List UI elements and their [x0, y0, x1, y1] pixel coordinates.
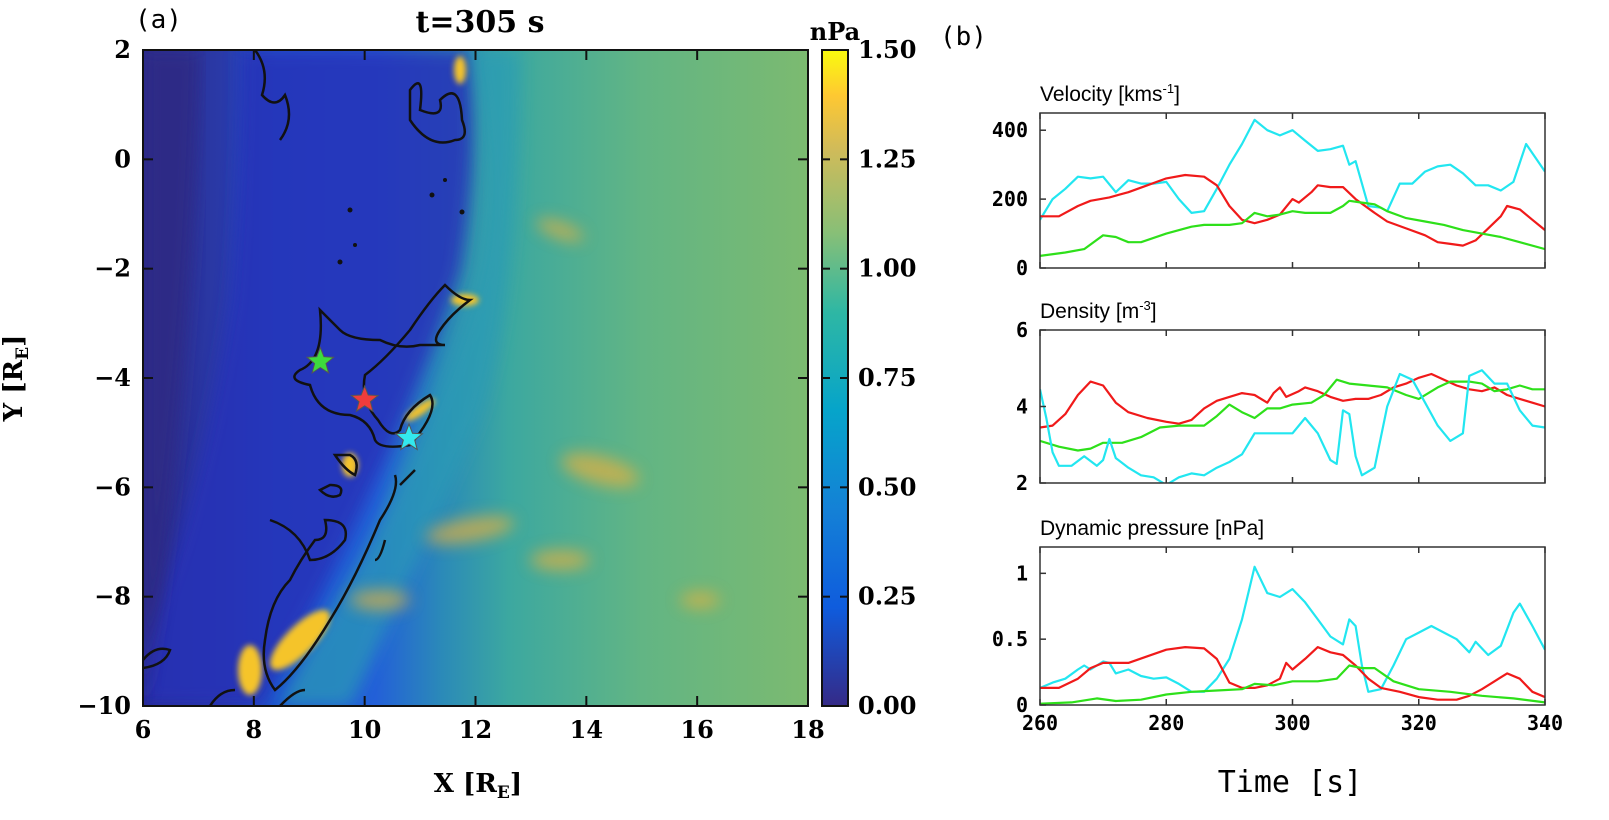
colorbar-tick-label: 1.25: [858, 144, 916, 173]
red-star-marker: [350, 384, 380, 413]
y-tick-label: 0: [1016, 256, 1028, 280]
x-tick-label: 320: [1401, 711, 1437, 735]
subplot-frame: [1039, 329, 1546, 484]
heatmap-field: [143, 50, 808, 706]
subplot-title: Velocity [kms-1]: [1040, 81, 1180, 106]
map-x-tick-label: 18: [791, 715, 824, 744]
cyan-star-marker: [394, 422, 424, 451]
x-tick-label: 340: [1527, 711, 1563, 735]
map-y-tick-label: 2: [114, 35, 131, 64]
subplot-1: Density [m-3] 2 4 6: [1016, 298, 1546, 495]
map-title: t=305 s: [416, 5, 545, 40]
map-y-tick-label: −2: [94, 254, 131, 283]
panel-label-a: (a): [135, 5, 182, 35]
map-x-tick-label: 6: [135, 715, 152, 744]
panel-b-timeseries: (b) Velocity [kms-1] 0 200 400 Density [m-3]…: [940, 22, 1563, 800]
subplot-title: Dynamic pressure [nPa]: [1040, 517, 1264, 540]
y-tick-label: 2: [1016, 471, 1028, 495]
map-y-tick-label: −8: [94, 582, 131, 611]
colorbar-tick-label: 0.00: [858, 691, 916, 720]
map-x-tick-label: 12: [459, 715, 492, 744]
map-y-label: Y [RE]: [0, 335, 33, 423]
y-tick-label: 0.5: [992, 627, 1028, 651]
colorbar: nPa 0.00 0.25 0.50 0.75 1.00 1.25 1.50: [810, 17, 917, 720]
time-x-label: Time [s]: [1218, 765, 1363, 800]
colorbar-unit: nPa: [810, 17, 860, 46]
map-x-tick-label: 14: [570, 715, 603, 744]
colorbar-tick-label: 0.50: [858, 472, 916, 501]
colorbar-tick-label: 1.00: [858, 254, 916, 283]
colorbar-tick-label: 1.50: [858, 35, 916, 64]
series-cyan: [1040, 118, 1545, 221]
series-red: [1040, 173, 1545, 247]
series-green: [1040, 378, 1545, 452]
panel-label-b: (b): [940, 22, 987, 52]
series-green: [1040, 664, 1545, 705]
map-x-label: X [RE]: [434, 769, 522, 803]
series-cyan: [1040, 565, 1545, 693]
map-y-tick-label: −6: [94, 472, 131, 501]
y-tick-label: 0: [1016, 693, 1028, 717]
y-tick-label: 4: [1016, 395, 1028, 419]
x-tick-label: 260: [1022, 711, 1058, 735]
subplot-2: Dynamic pressure [nPa] 260 280 300 320 340 0 0.…: [992, 517, 1563, 735]
subplot-title: Density [m-3]: [1040, 298, 1157, 323]
green-star-marker: [305, 346, 335, 375]
series-green: [1040, 199, 1545, 257]
x-tick-label: 300: [1274, 711, 1310, 735]
map-x-tick-label: 16: [680, 715, 713, 744]
y-tick-label: 1: [1016, 561, 1028, 585]
map-y-tick-label: −10: [77, 691, 131, 720]
map-y-tick-label: 0: [114, 144, 131, 173]
x-tick-label: 280: [1148, 711, 1184, 735]
colorbar-tick-label: 0.25: [858, 582, 916, 611]
map-y-tick-label: −4: [94, 363, 131, 392]
y-tick-label: 6: [1016, 318, 1028, 342]
y-tick-label: 400: [992, 118, 1028, 142]
series-red: [1040, 372, 1545, 429]
subplot-0: Velocity [kms-1] 0 200 400: [992, 81, 1546, 280]
series-cyan: [1040, 369, 1545, 483]
y-tick-label: 200: [992, 187, 1028, 211]
colorbar-tick-label: 0.75: [858, 363, 916, 392]
map-x-tick-label: 8: [245, 715, 262, 744]
map-x-tick-label: 10: [348, 715, 381, 744]
